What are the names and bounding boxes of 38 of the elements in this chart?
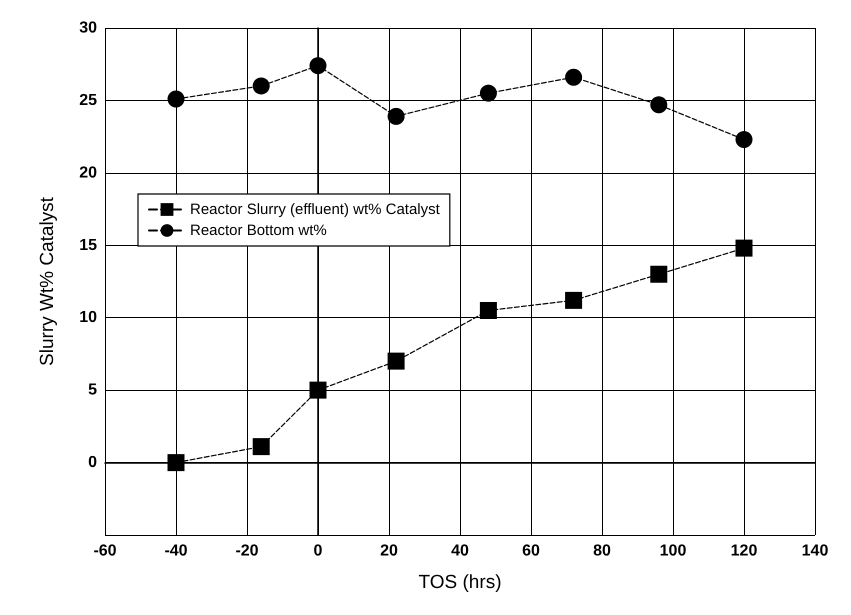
x-tick-label: -60 (93, 542, 117, 560)
legend-label: Reactor Bottom wt% (190, 222, 327, 239)
point (736, 240, 752, 257)
point (565, 68, 582, 86)
x-tick-label: 20 (380, 542, 398, 560)
y-tick-label: 5 (88, 382, 98, 399)
x-tick-label: -40 (164, 542, 188, 560)
x-tick-label: 120 (730, 542, 758, 560)
point (650, 266, 668, 283)
y-tick-label: 10 (79, 309, 98, 326)
y-axis-title: Slurry Wt% Catalyst (37, 196, 58, 366)
x-tick-label: -20 (235, 542, 259, 560)
point (168, 90, 184, 108)
point (480, 84, 497, 102)
point (736, 131, 752, 148)
point (565, 292, 582, 309)
point (388, 352, 405, 370)
x-tick-label: 140 (802, 542, 828, 560)
point (168, 454, 184, 472)
y-tick-label: 20 (79, 164, 98, 182)
x-tick-label: 40 (451, 542, 469, 560)
x-tick-label: 0 (314, 542, 323, 560)
point (252, 77, 270, 94)
x-axis-title: TOS (hrs) (418, 572, 502, 593)
point (310, 382, 326, 399)
y-tick-label: 30 (79, 20, 98, 36)
point (480, 302, 497, 319)
point (650, 96, 668, 114)
y-tick-label: 25 (79, 92, 98, 109)
x-tick-label: 60 (522, 542, 540, 560)
legend-label: Reactor Slurry (effluent) wt% Catalyst (190, 201, 441, 218)
x-tick-label: 80 (593, 542, 611, 560)
x-tick-label: 100 (660, 542, 686, 560)
y-tick-label: 15 (79, 236, 98, 254)
point (310, 57, 326, 74)
point (388, 108, 405, 125)
point (252, 438, 270, 456)
y-tick-label: 0 (88, 454, 98, 472)
